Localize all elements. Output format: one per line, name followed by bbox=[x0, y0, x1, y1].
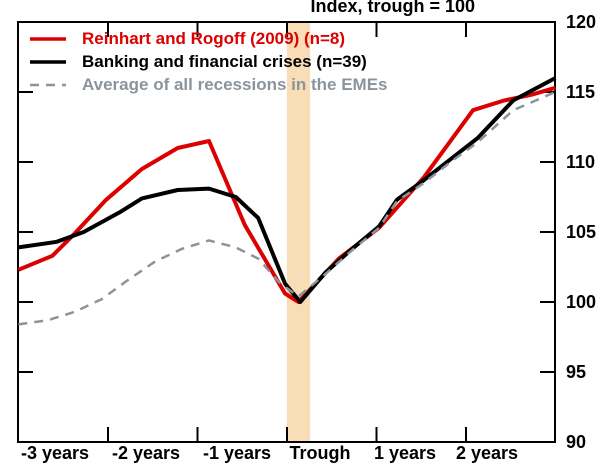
legend-item-eme-average: Average of all recessions in the EMEs bbox=[30, 74, 388, 96]
x-axis-label: -2 years bbox=[111, 443, 181, 463]
black-line-sample-icon bbox=[30, 60, 66, 64]
y-axis-label: 110 bbox=[566, 152, 596, 172]
x-axis-label: Trough bbox=[289, 443, 351, 463]
series-line-reinhart bbox=[17, 85, 556, 304]
red-line-sample-icon bbox=[30, 37, 66, 41]
y-axis-label: 95 bbox=[566, 362, 587, 382]
x-axis-label: -1 years bbox=[202, 443, 272, 463]
legend-label-reinhart: Reinhart and Rogoff (2009) (n=8) bbox=[82, 29, 346, 48]
y-axis-label: 115 bbox=[566, 82, 596, 102]
y-axis-label: 100 bbox=[566, 292, 597, 312]
x-axis-label: 1 years bbox=[373, 443, 437, 463]
y-axis-label: 105 bbox=[566, 222, 597, 242]
legend-label-banking: Banking and financial crises (n=39) bbox=[82, 52, 367, 71]
x-axis-label: -3 years bbox=[20, 443, 90, 463]
series-line-eme-average bbox=[18, 90, 556, 326]
gray-dashed-line-sample-icon bbox=[30, 83, 66, 87]
legend-item-reinhart: Reinhart and Rogoff (2009) (n=8) bbox=[30, 28, 345, 50]
y-axis-label: 90 bbox=[566, 432, 587, 452]
x-axis-label: 2 years bbox=[455, 443, 519, 463]
legend-item-banking: Banking and financial crises (n=39) bbox=[30, 51, 367, 73]
trough-band bbox=[286, 22, 311, 442]
y-axis-label: 120 bbox=[566, 12, 597, 32]
legend-label-eme-average: Average of all recessions in the EMEs bbox=[82, 75, 388, 94]
chart-title: Index, trough = 100 bbox=[310, 0, 475, 16]
